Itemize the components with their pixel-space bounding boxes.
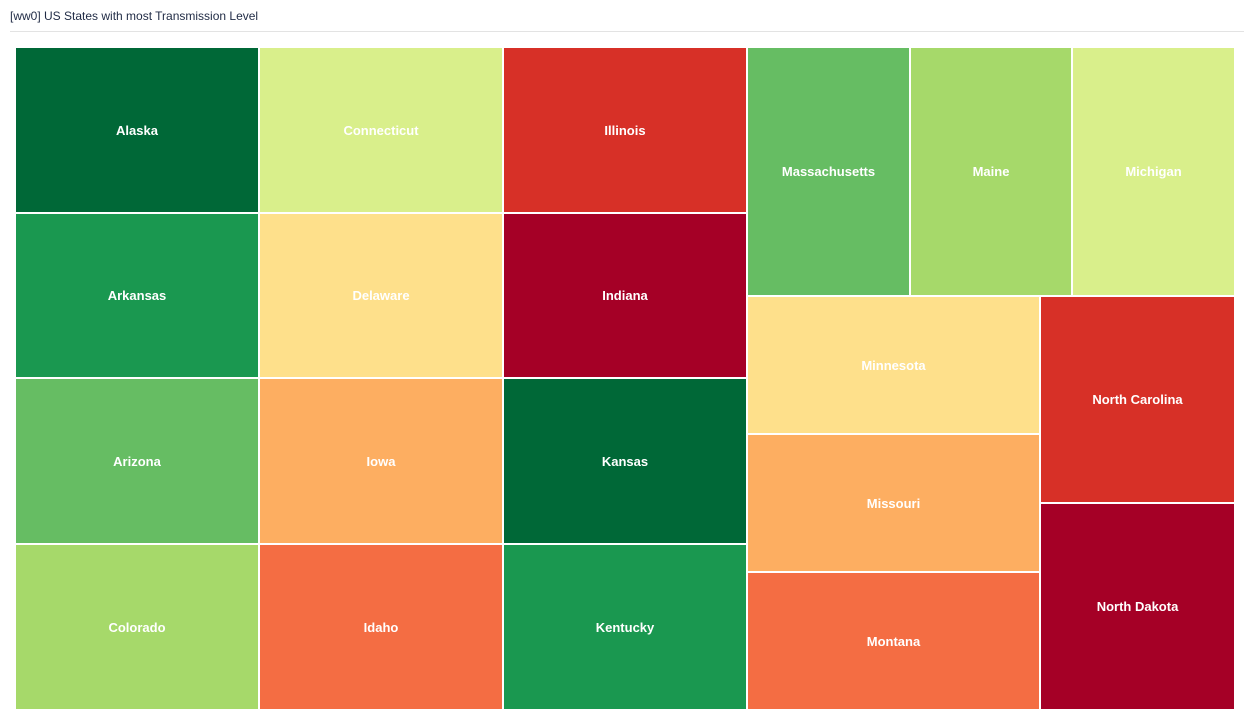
treemap-tile-indiana[interactable]: Indiana bbox=[503, 213, 747, 378]
treemap-chart: Alaska Arkansas Arizona Colorado Connecticut… bbox=[15, 47, 1235, 710]
treemap-tile-label: North Carolina bbox=[1092, 392, 1183, 407]
treemap-tile-label: Connecticut bbox=[343, 122, 419, 138]
treemap-tile-iowa[interactable]: Iowa bbox=[259, 378, 503, 544]
treemap-tile-kentucky[interactable]: Kentucky bbox=[503, 544, 747, 710]
panel-divider bbox=[10, 31, 1244, 32]
treemap-tile-label: North Dakota bbox=[1096, 599, 1179, 614]
treemap-tile-delaware[interactable]: Delaware bbox=[259, 213, 503, 378]
treemap-tile-label: Indiana bbox=[602, 288, 648, 303]
treemap-tile-label: Arizona bbox=[113, 453, 161, 469]
treemap-tile-maine[interactable]: Maine bbox=[910, 47, 1072, 296]
treemap-tile-colorado[interactable]: Colorado bbox=[15, 544, 259, 710]
treemap-tile-alaska[interactable]: Alaska bbox=[15, 47, 259, 213]
treemap-tile-label: Missouri bbox=[866, 495, 921, 511]
treemap-tile-label: Massachusetts bbox=[781, 164, 876, 179]
treemap-tile-label: Minnesota bbox=[861, 357, 926, 373]
treemap-tile-north-dakota[interactable]: North Dakota bbox=[1040, 503, 1235, 710]
treemap-tile-label: Kansas bbox=[601, 453, 649, 469]
treemap-tile-label: Kentucky bbox=[595, 619, 655, 635]
treemap-tile-arkansas[interactable]: Arkansas bbox=[15, 213, 259, 378]
treemap-tile-label: Colorado bbox=[108, 619, 166, 635]
treemap-tile-label: Maine bbox=[972, 164, 1010, 179]
treemap-tile-missouri[interactable]: Missouri bbox=[747, 434, 1040, 572]
treemap-tile-label: Delaware bbox=[352, 288, 410, 303]
treemap-tile-label: Iowa bbox=[366, 453, 396, 469]
treemap-tile-idaho[interactable]: Idaho bbox=[259, 544, 503, 710]
treemap-tile-michigan[interactable]: Michigan bbox=[1072, 47, 1235, 296]
treemap-tile-connecticut[interactable]: Connecticut bbox=[259, 47, 503, 213]
treemap-tile-arizona[interactable]: Arizona bbox=[15, 378, 259, 544]
treemap-tile-montana[interactable]: Montana bbox=[747, 572, 1040, 710]
treemap-tile-massachusetts[interactable]: Massachusetts bbox=[747, 47, 910, 296]
treemap-tile-minnesota[interactable]: Minnesota bbox=[747, 296, 1040, 434]
treemap-tile-illinois[interactable]: Illinois bbox=[503, 47, 747, 213]
treemap-tile-kansas[interactable]: Kansas bbox=[503, 378, 747, 544]
panel-title: [ww0] US States with most Transmission L… bbox=[10, 9, 259, 23]
treemap-tile-label: Montana bbox=[866, 633, 921, 649]
treemap-tile-label: Idaho bbox=[363, 619, 399, 635]
treemap-tile-north-carolina[interactable]: North Carolina bbox=[1040, 296, 1235, 503]
treemap-tile-label: Illinois bbox=[604, 122, 646, 138]
treemap-tile-label: Alaska bbox=[116, 122, 158, 138]
treemap-tile-label: Michigan bbox=[1125, 164, 1182, 179]
treemap-tile-label: Arkansas bbox=[107, 288, 167, 303]
